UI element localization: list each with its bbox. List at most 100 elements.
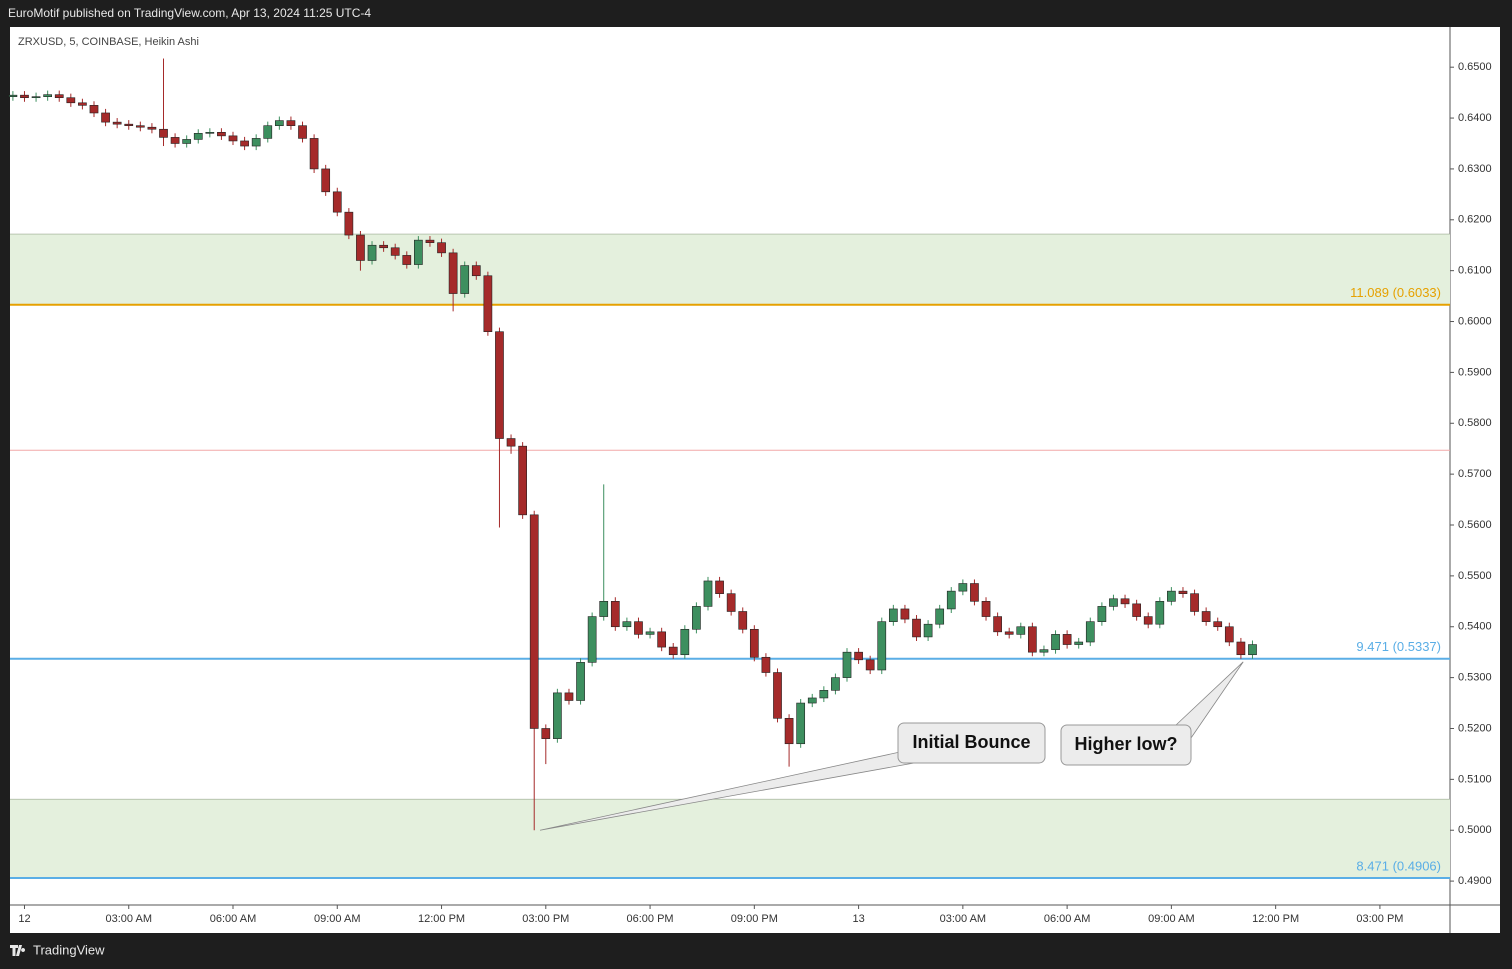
candle-body <box>970 583 979 602</box>
x-tick-label: 12 <box>18 913 30 925</box>
candle <box>529 510 539 831</box>
candle-body <box>274 120 284 126</box>
candle-body <box>1120 598 1130 605</box>
candle-body <box>912 618 921 638</box>
y-tick-label: 0.5400 <box>1458 621 1492 633</box>
candle <box>182 135 192 148</box>
candle <box>645 627 655 639</box>
candle <box>946 587 956 614</box>
level-label: 8.471 (0.4906) <box>1356 858 1441 873</box>
candle <box>251 134 261 151</box>
candle <box>1224 622 1234 647</box>
chart-title: ZRXUSD, 5, COINBASE, Heikin Ashi <box>18 36 199 48</box>
candle <box>147 123 157 134</box>
candle <box>170 133 180 148</box>
candle <box>1097 602 1107 626</box>
candle-body <box>379 244 388 249</box>
callout-box <box>1060 724 1192 766</box>
candle <box>1201 607 1211 626</box>
candle-body <box>726 593 736 612</box>
candle-body <box>344 211 354 236</box>
candle <box>958 579 968 596</box>
candle <box>1155 597 1165 629</box>
candle-body <box>703 580 713 607</box>
candle-body <box>1143 616 1153 625</box>
candle <box>344 208 354 240</box>
candle <box>657 627 667 652</box>
candle-body <box>135 125 145 128</box>
level-label: 11.089 (0.6033) <box>1350 285 1441 300</box>
x-tick-label: 13 <box>852 913 864 925</box>
candle <box>124 120 134 130</box>
candle <box>298 121 307 143</box>
candle <box>379 241 388 252</box>
candle-body <box>1155 601 1165 625</box>
candle-body <box>1109 598 1118 607</box>
candle-body <box>8 94 18 97</box>
candle <box>1178 587 1188 598</box>
candle-body <box>610 601 620 628</box>
candle-body <box>529 514 539 729</box>
candle-body <box>20 94 29 99</box>
candle-body <box>599 601 609 617</box>
candle-body <box>587 616 597 663</box>
candle-body <box>448 252 458 294</box>
candle-body <box>182 139 192 144</box>
candle <box>31 92 41 102</box>
y-tick-label: 0.4900 <box>1458 875 1492 887</box>
candle <box>610 597 620 631</box>
candle <box>970 579 979 606</box>
candle <box>414 236 423 269</box>
x-tick-label: 06:00 AM <box>210 913 256 925</box>
brand-name: TradingView <box>33 942 105 957</box>
candle <box>1167 587 1176 606</box>
candle <box>1109 594 1118 611</box>
x-tick-label: 03:00 PM <box>522 913 569 925</box>
candle <box>367 241 377 265</box>
candle <box>831 673 840 695</box>
candle-body <box>993 616 1002 633</box>
candle-body <box>1062 634 1072 645</box>
candle <box>356 230 365 271</box>
candle-body <box>1097 606 1107 622</box>
candle-body <box>738 611 748 630</box>
candle-body <box>541 728 551 739</box>
candle <box>240 136 249 151</box>
candle <box>112 118 122 129</box>
candle-body <box>367 244 377 261</box>
candle-body <box>900 608 910 620</box>
candle <box>309 134 319 173</box>
candle-body <box>54 94 64 99</box>
candle-body <box>78 102 87 106</box>
brand-logo: TradingView <box>10 942 105 957</box>
x-tick-label: 03:00 AM <box>940 913 986 925</box>
candle <box>1062 630 1072 649</box>
candle-body <box>147 126 157 130</box>
candle <box>332 187 342 217</box>
candle-body <box>865 659 875 671</box>
candle-body <box>1085 621 1095 643</box>
candle <box>1085 617 1095 647</box>
candle <box>715 576 724 598</box>
candle <box>888 604 898 626</box>
candle-body <box>309 138 319 170</box>
x-tick-label: 03:00 PM <box>1356 913 1403 925</box>
candle-body <box>958 583 968 592</box>
y-tick-label: 0.6000 <box>1458 315 1492 327</box>
candle <box>993 612 1002 636</box>
candle <box>668 643 678 659</box>
candle-body <box>1132 603 1141 617</box>
y-tick-label: 0.5300 <box>1458 672 1492 684</box>
candle <box>738 607 748 634</box>
y-tick-label: 0.5600 <box>1458 519 1492 531</box>
candle-body <box>1039 649 1049 653</box>
candle <box>89 101 99 118</box>
candle <box>981 597 991 621</box>
candle-body <box>657 631 667 648</box>
candle <box>217 128 226 140</box>
candle-body <box>495 331 504 439</box>
candle-body <box>170 137 180 144</box>
candle-body <box>159 128 168 138</box>
candle-body <box>1236 641 1246 656</box>
candle <box>877 617 887 675</box>
